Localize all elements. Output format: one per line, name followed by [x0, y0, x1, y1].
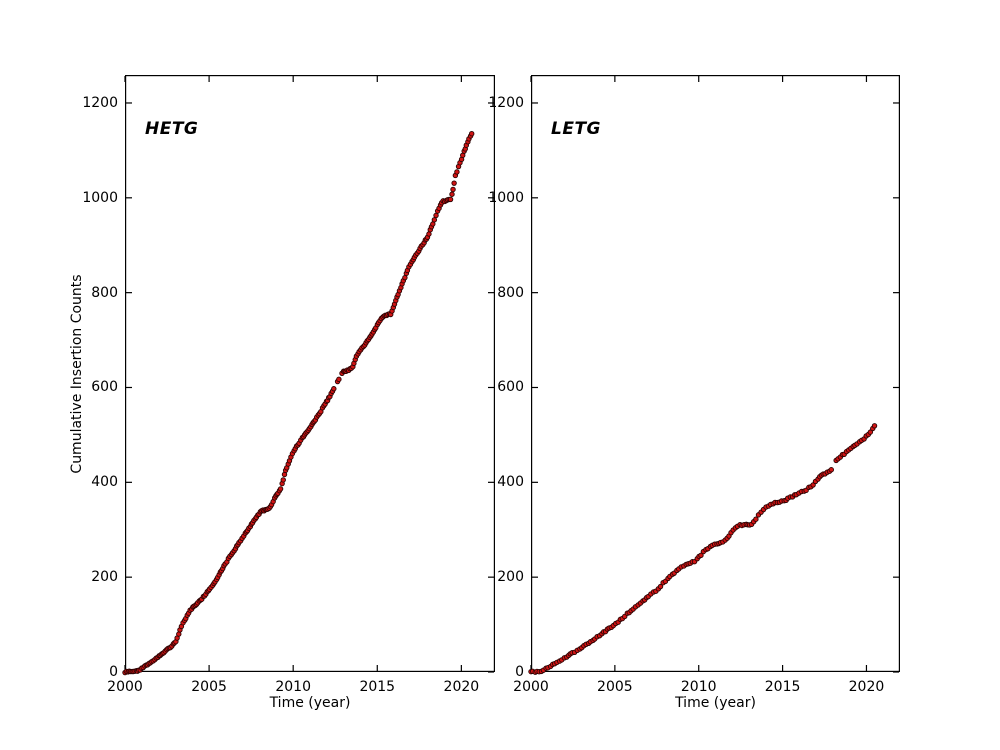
y-tick-label: 600: [91, 379, 118, 396]
x-tick-label: 2000: [107, 679, 143, 695]
y-tick-label: 1200: [82, 94, 118, 111]
y-tick-label: 0: [109, 664, 118, 680]
axes-frame: [531, 75, 900, 672]
x-tick-label: 2005: [191, 679, 227, 695]
letg-plot-area: [528, 75, 900, 675]
y-tick-label: 1200: [488, 94, 524, 111]
x-tick-label: 2010: [275, 679, 311, 695]
y-tick-label: 200: [91, 569, 118, 586]
x-tick-label: 2015: [359, 679, 396, 695]
letg-curve: [528, 423, 878, 675]
x-tick-label: 2005: [597, 679, 633, 695]
x-tick-label: 2020: [848, 679, 885, 695]
x-tick-label: 2020: [443, 679, 480, 695]
axes-frame: [125, 75, 495, 672]
y-axis-label: Cumulative Insertion Counts: [69, 273, 85, 474]
x-tick-label: 2010: [680, 679, 717, 695]
x-tick-label: 2000: [513, 679, 549, 695]
y-tick-label: 200: [497, 569, 524, 586]
hetg-panel-label: HETG: [145, 119, 199, 139]
hetg-x-axis-label: Time (year): [269, 695, 351, 711]
letg-x-axis-label: Time (year): [675, 695, 756, 711]
x-tick-label: 2015: [764, 679, 801, 695]
y-tick-label: 400: [497, 474, 524, 491]
y-tick-label: 400: [91, 474, 118, 491]
hetg-plot-area: [122, 75, 495, 676]
y-tick-label: 1000: [488, 189, 524, 206]
y-tick-label: 1000: [82, 189, 118, 206]
y-tick-label: 800: [91, 284, 118, 301]
letg-panel-label: LETG: [551, 119, 601, 139]
hetg-curve: [122, 131, 475, 676]
y-tick-label: 600: [497, 379, 524, 396]
y-tick-label: 0: [515, 664, 524, 680]
y-tick-label: 800: [497, 284, 524, 301]
